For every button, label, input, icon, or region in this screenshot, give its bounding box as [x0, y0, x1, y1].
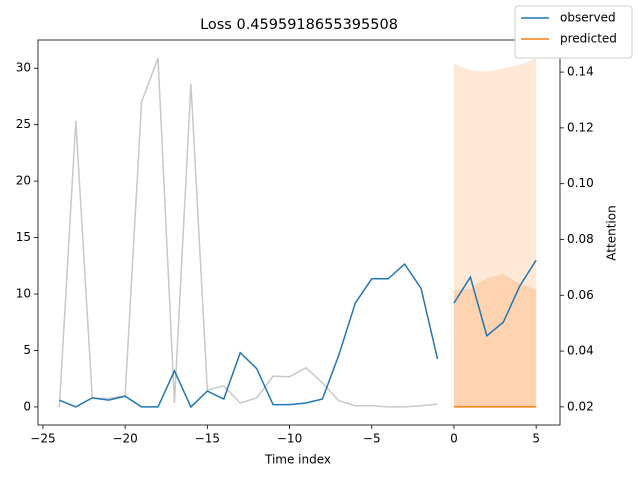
y-tick-label: 0: [23, 399, 31, 413]
y-tick-label: 30: [16, 61, 31, 75]
y-tick-label: 10: [16, 287, 31, 301]
x-tick-label: 0: [450, 432, 458, 446]
x-axis-label: Time index: [264, 453, 331, 467]
x-tick-label: 5: [532, 432, 540, 446]
x-tick-label: −25: [30, 432, 55, 446]
x-tick-label: −20: [112, 432, 137, 446]
y-tick-label: 25: [16, 117, 31, 131]
x-tick-label: −10: [277, 432, 302, 446]
y-tick-label: 20: [16, 174, 31, 188]
chart-title: Loss 0.4595918655395508: [200, 17, 398, 33]
y2-tick-label: 0.14: [567, 65, 594, 79]
plot-frame: [37, 39, 561, 426]
y2-tick-label: 0.04: [567, 344, 594, 358]
series-line: [453, 259, 537, 338]
y-tick-label: 15: [16, 230, 31, 244]
y2-axis-label: Attention: [605, 205, 619, 260]
y2-tick-label: 0.12: [567, 120, 594, 134]
y2-tick-label: 0.06: [567, 288, 594, 302]
y-tick-label: 5: [23, 343, 31, 357]
legend-label: predicted: [560, 32, 617, 46]
legend-label: observed: [560, 11, 616, 25]
x-tick-label: −15: [195, 432, 220, 446]
series-line: [58, 57, 438, 408]
legend-box: [514, 5, 633, 59]
x-tick-label: −5: [363, 432, 381, 446]
quantile-band: [453, 273, 537, 407]
y2-tick-label: 0.02: [567, 399, 594, 413]
y2-tick-label: 0.08: [567, 232, 594, 246]
series-line: [59, 262, 439, 409]
y2-tick-label: 0.10: [567, 176, 594, 190]
